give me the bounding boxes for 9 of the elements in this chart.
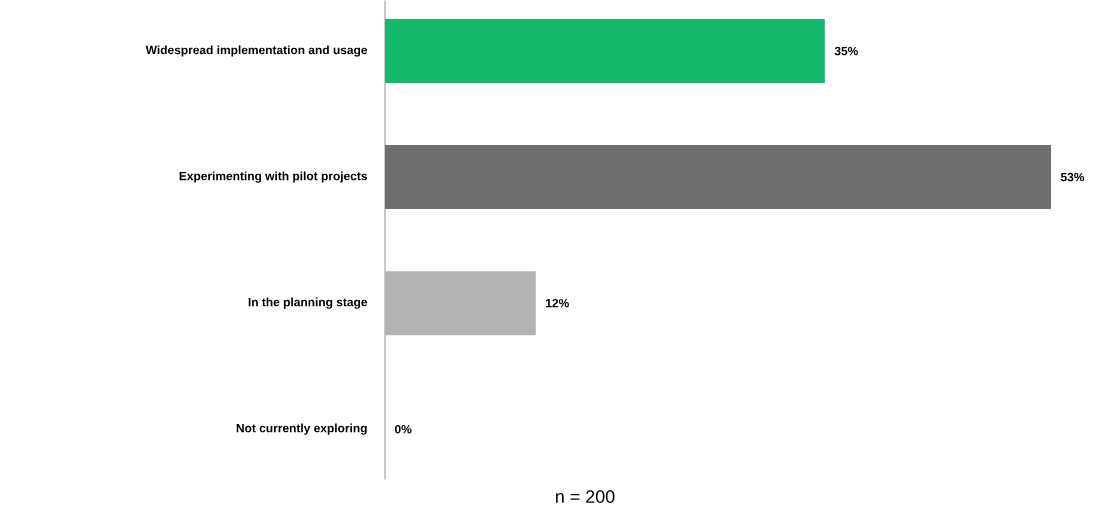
- data-label: 12%: [546, 299, 569, 308]
- data-label: 35%: [834, 46, 858, 56]
- y-tick-label: Experimenting with pilot projects: [179, 171, 367, 183]
- y-tick-label: Widespread implementation and usage: [145, 45, 368, 57]
- data-label: 53%: [1060, 173, 1085, 182]
- text: n = 200: [556, 490, 615, 504]
- y-tick-label: Not currently exploring: [236, 423, 367, 435]
- y-tick-label: In the planning stage: [248, 297, 368, 309]
- data-label: 0%: [395, 425, 412, 434]
